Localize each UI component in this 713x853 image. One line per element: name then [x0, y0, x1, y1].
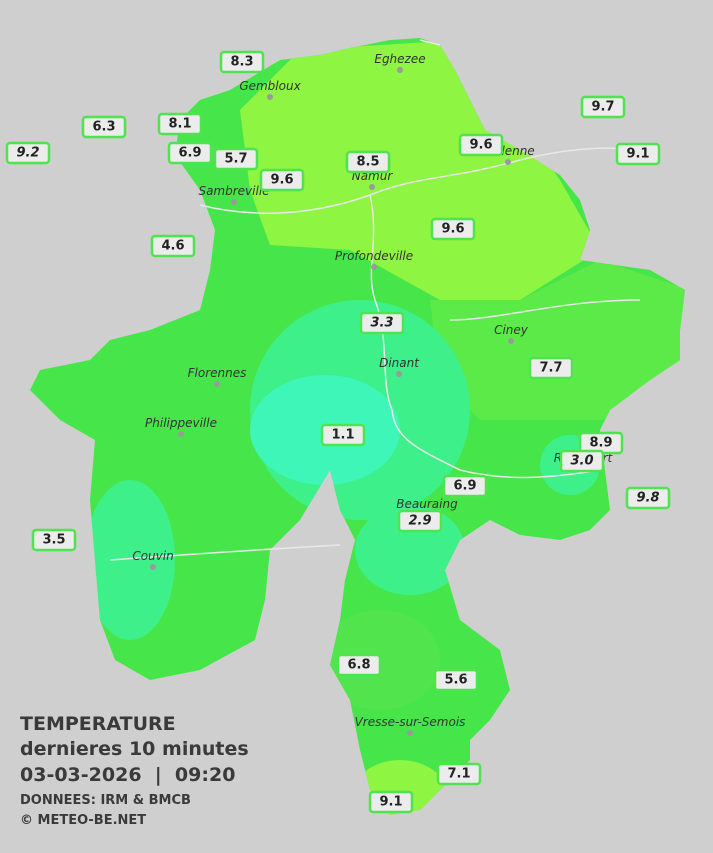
city-name: Gembloux [239, 79, 301, 93]
city-dot [396, 371, 402, 377]
station-value: 8.5 [356, 155, 379, 170]
station-value: 6.8 [347, 658, 370, 673]
date-time: 03-03-2026 | 09:20 [20, 764, 235, 786]
subtitle: dernieres 10 minutes [20, 738, 249, 760]
station-value: 5.6 [444, 673, 467, 688]
station-value: 9.1 [626, 147, 649, 162]
station-box [336, 653, 382, 677]
station-value: 9.2 [16, 146, 39, 161]
station-box [219, 50, 265, 74]
station-box [528, 356, 574, 380]
rivers [109, 39, 641, 561]
station-value: 9.7 [591, 100, 614, 115]
station-box [5, 141, 51, 165]
city-name: Sambreville [198, 184, 269, 198]
city-dot [214, 381, 220, 387]
station-value: 7.7 [539, 361, 562, 376]
station-box [436, 762, 482, 786]
station-box [430, 217, 476, 241]
station-box [559, 449, 605, 473]
city-name: Ciney [494, 323, 529, 337]
city-name: Eghezee [374, 52, 425, 66]
city-name: Florennes [188, 366, 247, 380]
city-dot [508, 338, 514, 344]
station-value: 5.7 [224, 152, 247, 167]
copyright: © METEO-BE.NET [20, 813, 146, 828]
station-box [442, 474, 488, 498]
station-box [368, 790, 414, 814]
station-value: 6.9 [178, 146, 201, 161]
station-box [81, 115, 127, 139]
city-dot [505, 159, 511, 165]
city-name: Beauraing [396, 497, 458, 511]
station-box [397, 509, 443, 533]
station-value: 6.3 [92, 120, 115, 135]
station-value: 3.3 [370, 316, 393, 331]
station-box [580, 95, 626, 119]
station-value: 9.6 [270, 173, 293, 188]
city-dot [231, 199, 237, 205]
station-box [167, 141, 213, 165]
station-value: 3.0 [570, 454, 593, 469]
station-labels: 8.3 6.3 9.2 8.1 6.9 5.7 9.6 8.5 9.6 9.7 9.1 9.6 4.6 3… [5, 50, 671, 814]
city-name: Vresse-sur-Semois [355, 715, 466, 729]
city-dot [150, 564, 156, 570]
station-box [625, 486, 671, 510]
city-dot [267, 94, 273, 100]
station-box [359, 311, 405, 335]
station-box [345, 150, 391, 174]
station-value: 4.6 [161, 239, 184, 254]
station-value: 8.3 [230, 55, 253, 70]
title: TEMPERATURE [20, 713, 176, 735]
station-box [150, 234, 196, 258]
city-name: Profondeville [335, 249, 413, 263]
station-box [320, 423, 366, 447]
station-value: 9.1 [379, 795, 402, 810]
station-box [433, 668, 479, 692]
station-value: 2.9 [408, 514, 431, 529]
station-value: 9.6 [441, 222, 464, 237]
city-dot [397, 67, 403, 73]
city-dot [407, 730, 413, 736]
station-value: 9.8 [636, 491, 659, 506]
station-box [31, 528, 77, 552]
city-name: Dinant [379, 356, 420, 370]
station-box [259, 168, 305, 192]
station-value: 8.9 [589, 436, 612, 451]
city-name: Couvin [132, 549, 173, 563]
source: DONNEES: IRM & BMCB [20, 793, 191, 808]
city-dot [369, 184, 375, 190]
station-value: 3.5 [42, 533, 65, 548]
station-box [458, 133, 504, 157]
station-value: 8.1 [168, 117, 191, 132]
station-value: 9.6 [469, 138, 492, 153]
station-value: 6.9 [453, 479, 476, 494]
city-name: Philippeville [145, 416, 217, 430]
city-labels: EghezeeGemblouxAndenneNamurSambrevillePr… [132, 52, 614, 736]
city-dot [178, 431, 184, 437]
station-value: 1.1 [331, 428, 354, 443]
station-box [157, 112, 203, 136]
station-box [213, 147, 259, 171]
city-dot [371, 264, 377, 270]
station-box [615, 142, 661, 166]
station-value: 7.1 [447, 767, 470, 782]
